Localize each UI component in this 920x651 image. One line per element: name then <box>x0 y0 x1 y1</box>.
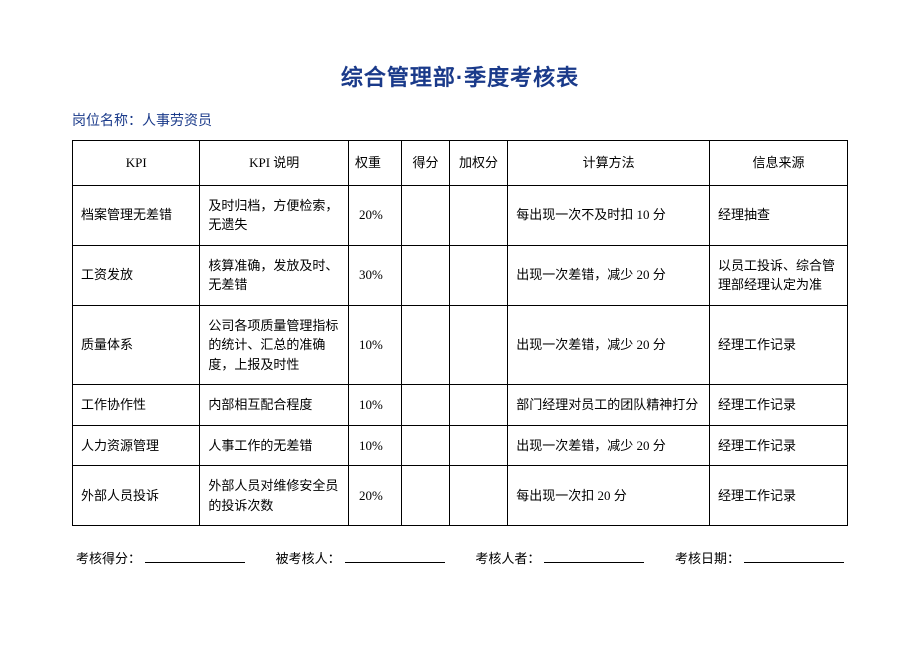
assessment-table: KPI KPI 说明 权重 得分 加权分 计算方法 信息来源 档案管理无差错 及… <box>72 140 848 526</box>
table-row: 外部人员投诉 外部人员对维修安全员的投诉次数 20% 每出现一次扣 20 分 经… <box>73 466 848 526</box>
cell-weight: 20% <box>349 466 402 526</box>
footer-assessee-blank[interactable] <box>345 549 445 563</box>
cell-kpi: 工资发放 <box>73 245 200 305</box>
cell-method: 部门经理对员工的团队精神打分 <box>508 385 710 426</box>
table-row: 工资发放 核算准确，发放及时、无差错 30% 出现一次差错，减少 20 分 以员… <box>73 245 848 305</box>
cell-weight: 10% <box>349 305 402 385</box>
col-header-desc: KPI 说明 <box>200 141 349 186</box>
cell-kpi: 外部人员投诉 <box>73 466 200 526</box>
footer-score-label: 考核得分： <box>76 548 141 567</box>
footer-assessor: 考核人者： <box>475 548 644 567</box>
footer-score: 考核得分： <box>76 548 245 567</box>
footer-assessee: 被考核人： <box>276 548 445 567</box>
cell-source: 以员工投诉、综合管理部经理认定为准 <box>709 245 847 305</box>
footer-score-blank[interactable] <box>145 549 245 563</box>
cell-method: 每出现一次扣 20 分 <box>508 466 710 526</box>
cell-weight: 10% <box>349 425 402 466</box>
cell-source: 经理抽查 <box>709 185 847 245</box>
cell-score[interactable] <box>402 466 450 526</box>
cell-kpi: 质量体系 <box>73 305 200 385</box>
footer-assessor-blank[interactable] <box>544 549 644 563</box>
col-header-source: 信息来源 <box>709 141 847 186</box>
cell-score[interactable] <box>402 245 450 305</box>
cell-desc: 人事工作的无差错 <box>200 425 349 466</box>
position-value: 人事劳资员 <box>142 112 212 128</box>
table-row: 质量体系 公司各项质量管理指标的统计、汇总的准确度，上报及时性 10% 出现一次… <box>73 305 848 385</box>
col-header-wscore: 加权分 <box>449 141 507 186</box>
footer-date-label: 考核日期： <box>675 548 740 567</box>
cell-kpi: 工作协作性 <box>73 385 200 426</box>
cell-method: 出现一次差错，减少 20 分 <box>508 245 710 305</box>
cell-score[interactable] <box>402 185 450 245</box>
page-title: 综合管理部·季度考核表 <box>72 60 848 92</box>
cell-wscore[interactable] <box>449 385 507 426</box>
col-header-weight: 权重 <box>349 141 402 186</box>
cell-desc: 内部相互配合程度 <box>200 385 349 426</box>
cell-weight: 10% <box>349 385 402 426</box>
cell-method: 每出现一次不及时扣 10 分 <box>508 185 710 245</box>
table-row: 档案管理无差错 及时归档，方便检索，无遗失 20% 每出现一次不及时扣 10 分… <box>73 185 848 245</box>
cell-weight: 20% <box>349 185 402 245</box>
position-label: 岗位名称： <box>72 112 142 128</box>
footer-row: 考核得分： 被考核人： 考核人者： 考核日期： <box>72 548 848 567</box>
cell-source: 经理工作记录 <box>709 425 847 466</box>
cell-weight: 30% <box>349 245 402 305</box>
cell-desc: 核算准确，发放及时、无差错 <box>200 245 349 305</box>
cell-wscore[interactable] <box>449 185 507 245</box>
cell-wscore[interactable] <box>449 245 507 305</box>
table-row: 人力资源管理 人事工作的无差错 10% 出现一次差错，减少 20 分 经理工作记… <box>73 425 848 466</box>
footer-assessee-label: 被考核人： <box>276 548 341 567</box>
cell-desc: 及时归档，方便检索，无遗失 <box>200 185 349 245</box>
cell-score[interactable] <box>402 385 450 426</box>
cell-source: 经理工作记录 <box>709 305 847 385</box>
cell-score[interactable] <box>402 305 450 385</box>
cell-wscore[interactable] <box>449 305 507 385</box>
col-header-method: 计算方法 <box>508 141 710 186</box>
position-label-row: 岗位名称：人事劳资员 <box>72 110 848 130</box>
cell-desc: 公司各项质量管理指标的统计、汇总的准确度，上报及时性 <box>200 305 349 385</box>
cell-source: 经理工作记录 <box>709 466 847 526</box>
cell-wscore[interactable] <box>449 466 507 526</box>
col-header-score: 得分 <box>402 141 450 186</box>
col-header-kpi: KPI <box>73 141 200 186</box>
footer-date-blank[interactable] <box>744 549 844 563</box>
cell-wscore[interactable] <box>449 425 507 466</box>
cell-source: 经理工作记录 <box>709 385 847 426</box>
footer-assessor-label: 考核人者： <box>475 548 540 567</box>
cell-desc: 外部人员对维修安全员的投诉次数 <box>200 466 349 526</box>
cell-kpi: 人力资源管理 <box>73 425 200 466</box>
table-body: 档案管理无差错 及时归档，方便检索，无遗失 20% 每出现一次不及时扣 10 分… <box>73 185 848 526</box>
cell-kpi: 档案管理无差错 <box>73 185 200 245</box>
table-row: 工作协作性 内部相互配合程度 10% 部门经理对员工的团队精神打分 经理工作记录 <box>73 385 848 426</box>
cell-method: 出现一次差错，减少 20 分 <box>508 425 710 466</box>
cell-score[interactable] <box>402 425 450 466</box>
footer-date: 考核日期： <box>675 548 844 567</box>
cell-method: 出现一次差错，减少 20 分 <box>508 305 710 385</box>
table-header-row: KPI KPI 说明 权重 得分 加权分 计算方法 信息来源 <box>73 141 848 186</box>
